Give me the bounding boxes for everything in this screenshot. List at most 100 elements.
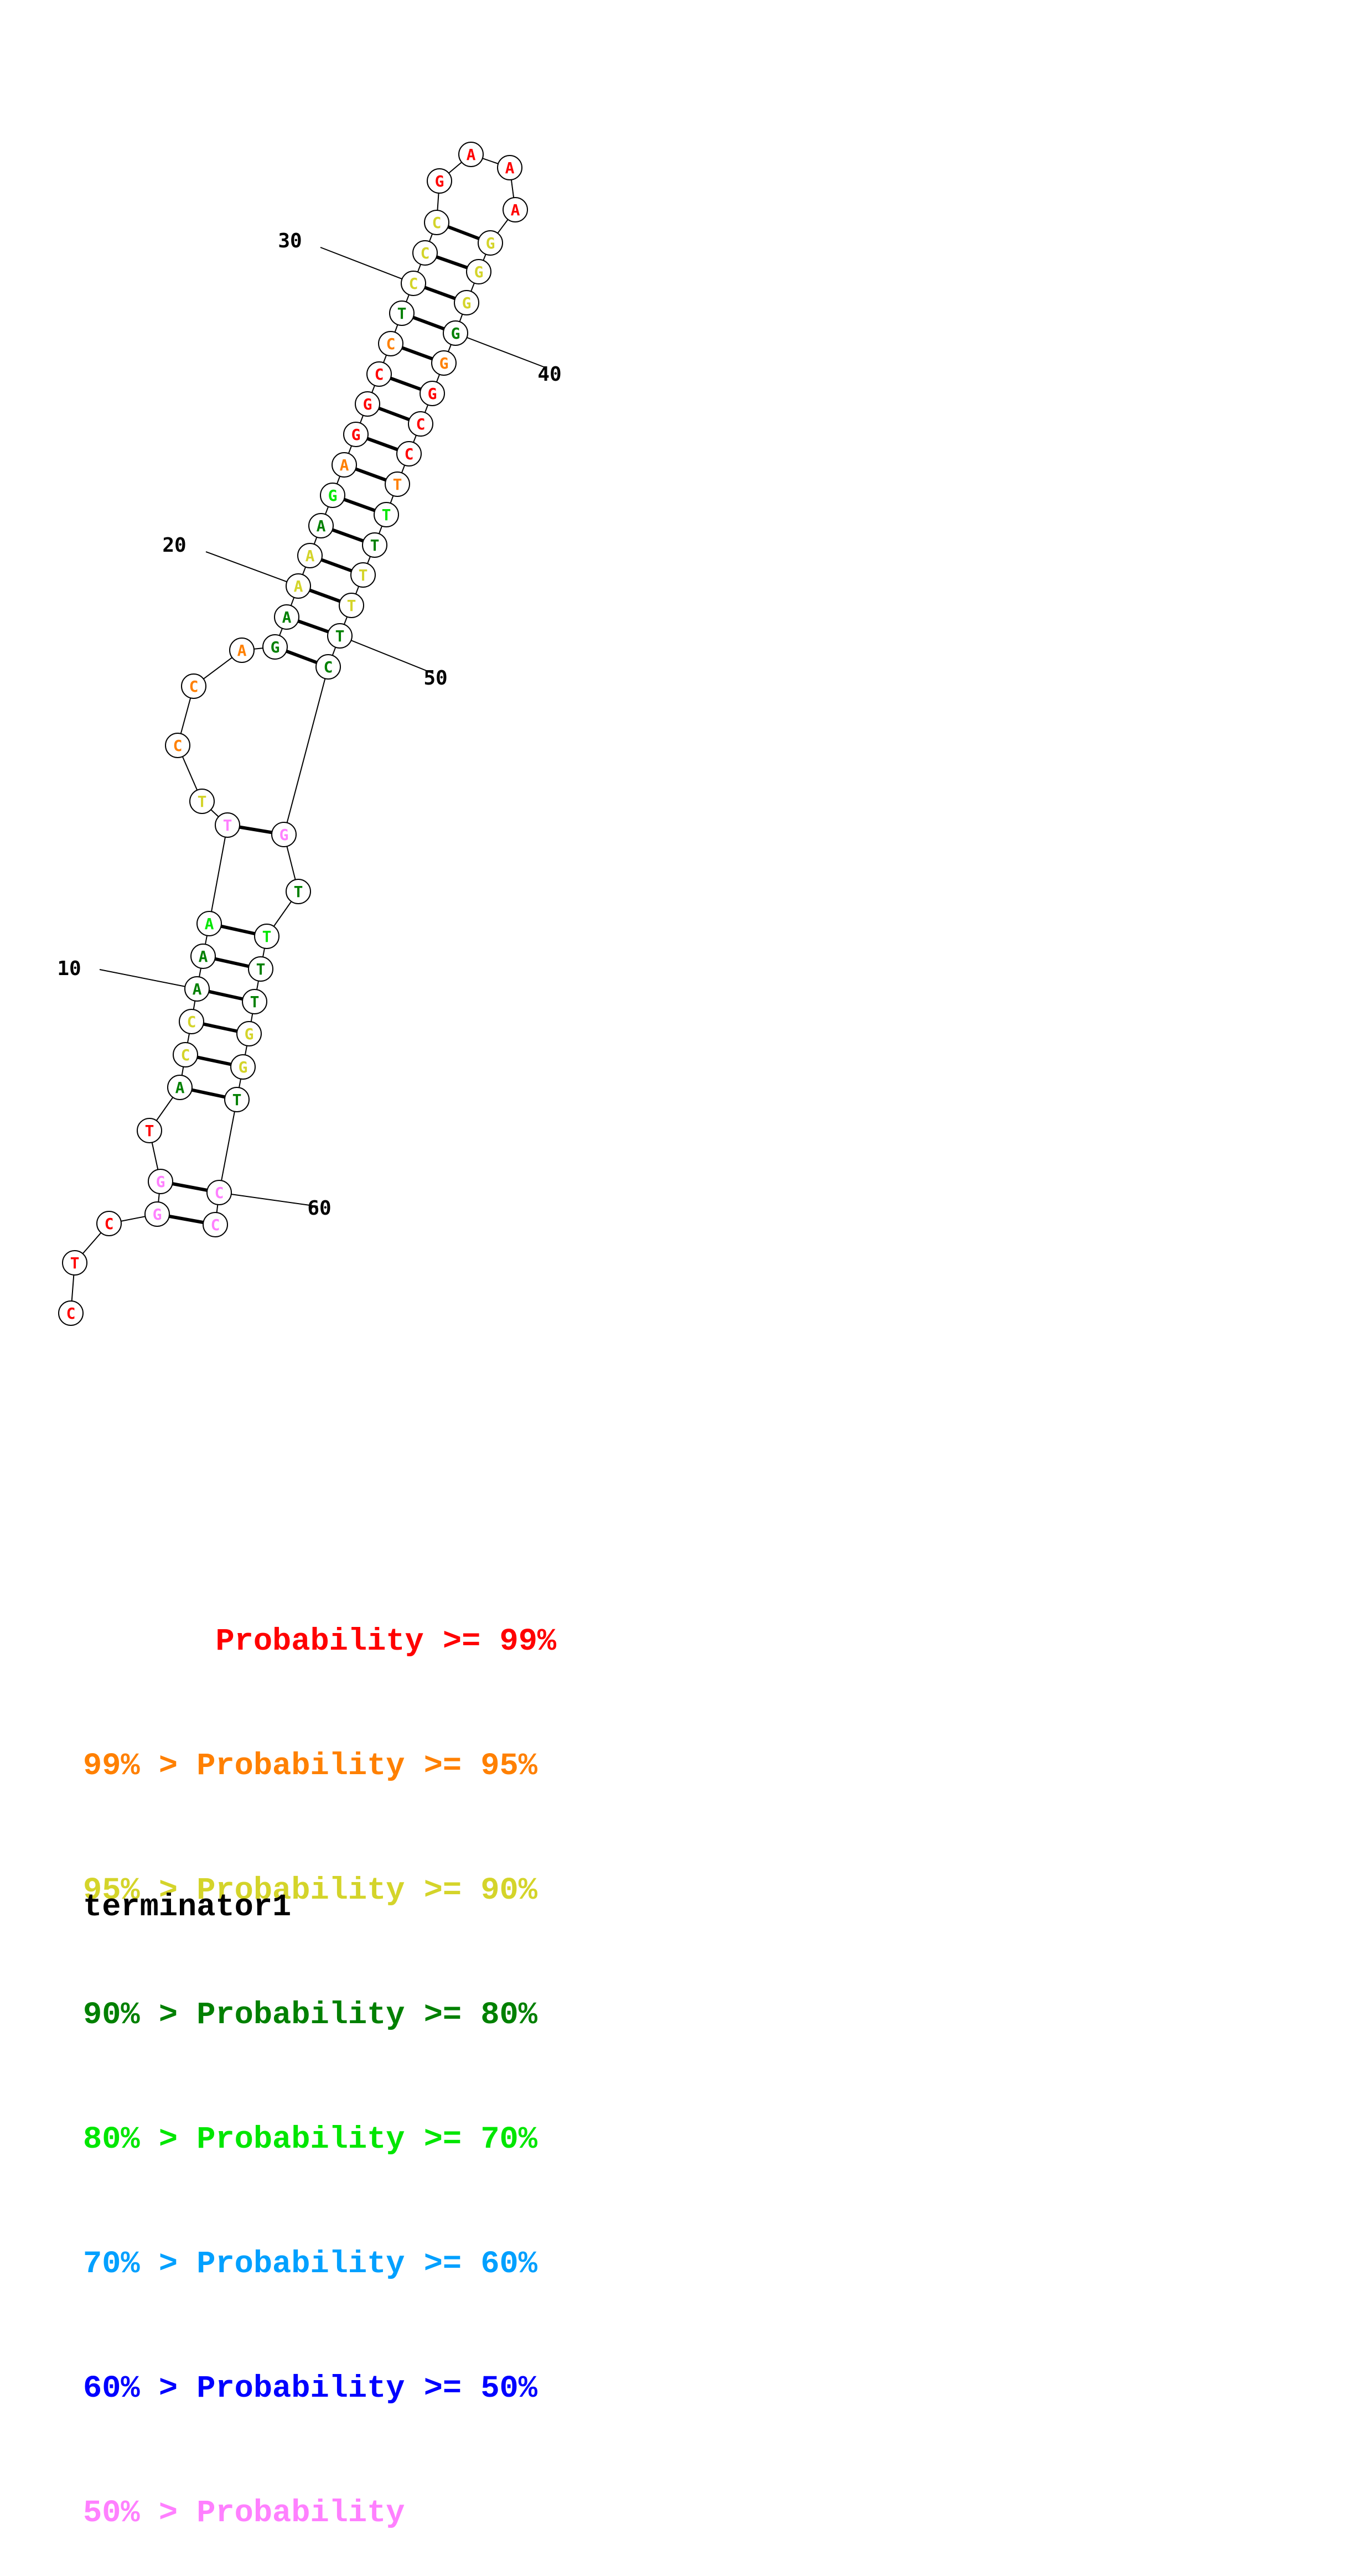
nucleotide: A — [274, 604, 299, 630]
nucleotide: T — [189, 789, 215, 814]
nucleotide: G — [236, 1021, 262, 1046]
nucleotide-letter: T — [393, 475, 402, 494]
nucleotide-circle — [412, 240, 438, 266]
nucleotide-letter: G — [451, 324, 460, 343]
nucleotide-letter: T — [382, 506, 391, 524]
nucleotide-letter: C — [432, 214, 442, 232]
nucleotide: G — [431, 350, 457, 376]
nucleotide: C — [179, 1009, 204, 1034]
nucleotide-letter: T — [70, 1254, 80, 1272]
nucleotide: C — [206, 1180, 232, 1205]
nucleotide-letter: A — [175, 1079, 185, 1097]
backbone-segment — [209, 825, 228, 924]
nucleotide: G — [355, 391, 380, 417]
nucleotide: G — [443, 320, 468, 346]
nucleotide: G — [262, 634, 288, 660]
nucleotide-circle — [190, 944, 216, 969]
nucleotide: G — [466, 259, 491, 284]
nucleotide-circle — [242, 989, 267, 1014]
nucleotide: G — [420, 381, 445, 406]
nucleotide-circle — [396, 441, 422, 467]
nucleotide-circle — [503, 197, 528, 222]
nucleotide-circle — [274, 604, 299, 630]
nucleotide: A — [497, 155, 522, 180]
nucleotide-circle — [374, 502, 399, 527]
nucleotide: G — [271, 822, 297, 847]
nucleotide-circle — [385, 471, 410, 497]
nucleotide-letter: C — [189, 677, 199, 696]
nucleotide: C — [203, 1212, 228, 1237]
nucleotide: G — [427, 168, 452, 194]
nucleotide-letter: A — [193, 980, 202, 998]
nucleotide-letter: A — [282, 608, 292, 626]
nucleotide: T — [327, 623, 353, 649]
nucleotide-letter: C — [173, 737, 183, 755]
nucleotide-circle — [148, 1169, 173, 1194]
nucleotide-circle — [443, 320, 468, 346]
nucleotide-letter: G — [474, 263, 484, 281]
nucleotide-letter: G — [328, 486, 338, 505]
nucleotide: A — [167, 1075, 193, 1100]
nucleotide: A — [297, 543, 323, 568]
nucleotide-circle — [458, 142, 484, 167]
nucleotide-letter: G — [271, 638, 280, 656]
nucleotide: A — [184, 976, 210, 1002]
nucleotide-letter: G — [153, 1205, 162, 1224]
nucleotide-letter: C — [187, 1013, 196, 1031]
nucleotide-circle — [497, 155, 522, 180]
nucleotide-circle — [308, 513, 334, 538]
nucleotide-circle — [271, 822, 297, 847]
nucleotide-circle — [58, 1300, 84, 1326]
nucleotide: T — [248, 956, 273, 982]
nucleotide-letter: C — [324, 658, 333, 676]
nucleotide-letter: C — [386, 335, 396, 353]
nucleotide-letter: G — [245, 1025, 254, 1043]
nucleotide: A — [503, 197, 528, 222]
backbone-segment — [283, 666, 329, 835]
nucleotide-letter: C — [211, 1216, 220, 1234]
nucleotide-circle — [408, 411, 433, 437]
nucleotide-circle — [286, 879, 311, 904]
nucleotide: C — [412, 240, 438, 266]
nucleotide: C — [165, 733, 190, 758]
nucleotide-letter: T — [223, 816, 232, 835]
nucleotide-letter: T — [262, 927, 272, 946]
nucleotide-circle — [173, 1042, 198, 1067]
nucleotide-letter: T — [370, 536, 380, 554]
nucleotide: T — [374, 502, 399, 527]
nucleotide-circle — [165, 733, 190, 758]
nucleotide-letter: T — [232, 1091, 242, 1109]
nucleotide-circle — [362, 532, 387, 558]
nucleotide-circle — [181, 673, 206, 699]
nucleotide: G — [478, 230, 503, 256]
position-label-lines — [99, 247, 546, 1207]
nucleotide-circle — [215, 812, 240, 838]
nucleotide-letter: T — [198, 792, 207, 811]
nucleotide-letter: C — [405, 445, 414, 463]
nucleotide-letter: G — [428, 385, 437, 403]
nucleotide-circle — [229, 637, 255, 663]
position-label-line — [205, 551, 299, 587]
nucleotide: T — [362, 532, 387, 558]
legend-row: 90% > Probability >= 80% — [83, 1998, 537, 2033]
nucleotide-circle — [189, 789, 215, 814]
nucleotide: C — [424, 210, 449, 235]
structure-title: terminator1 — [83, 1890, 292, 1925]
nucleotide-circle — [179, 1009, 204, 1034]
nucleotide: G — [454, 290, 479, 315]
nucleotide-letter: G — [239, 1058, 248, 1076]
position-label-line — [219, 1192, 318, 1207]
nucleotide-letter: C — [105, 1215, 114, 1233]
nucleotide-circle — [320, 483, 345, 508]
nucleotide: C — [58, 1300, 84, 1326]
nucleotide-circle — [350, 562, 376, 588]
nucleotide: A — [332, 452, 357, 478]
nucleotide-letter: T — [294, 883, 303, 901]
position-labels: 10 20 30 40 50 60 — [57, 230, 561, 1220]
nucleotide-circle — [297, 543, 323, 568]
nucleotide-letter: G — [363, 395, 372, 413]
nucleotide-letter: T — [347, 597, 356, 615]
nucleotide: C — [173, 1042, 198, 1067]
